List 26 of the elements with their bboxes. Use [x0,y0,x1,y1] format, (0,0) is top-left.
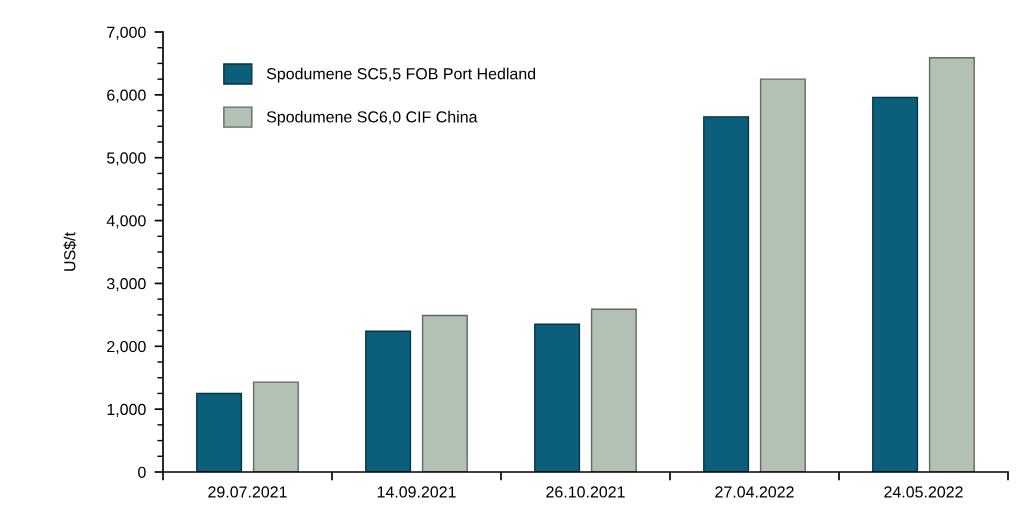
y-tick-label: 3,000 [106,278,146,292]
bar [872,96,919,472]
bar [703,116,750,472]
legend-label: Spodumene SC6,0 CIF China [266,110,478,126]
y-tick-label: 5,000 [107,152,146,166]
y-tick-label: 2,000 [107,340,146,355]
bar [421,314,468,472]
x-tick-label: 27.04.2022 [715,486,794,498]
bar [252,381,299,472]
bar [928,57,975,472]
bar [534,323,581,472]
x-tick-label: 29.07.2021 [208,486,287,498]
y-tick-label: 6,000 [107,89,146,103]
bar [365,330,412,472]
x-tick-label: 24.05.2022 [884,486,963,498]
x-tick-label: 26.10.2021 [546,486,625,498]
bar [590,308,637,472]
y-tick-label: 0 [138,466,146,478]
y-tick-label: 1,000 [107,403,146,417]
y-tick-label: 4,000 [106,215,146,229]
y-tick-label: 7,000 [107,26,146,40]
y-axis-title: US$/t [63,232,77,271]
x-tick-label: 14.09.2021 [377,486,456,498]
legend-label: Spodumene SC5,5 FOB Port Hedland [266,67,536,83]
bar [759,78,806,472]
bar [196,392,243,472]
